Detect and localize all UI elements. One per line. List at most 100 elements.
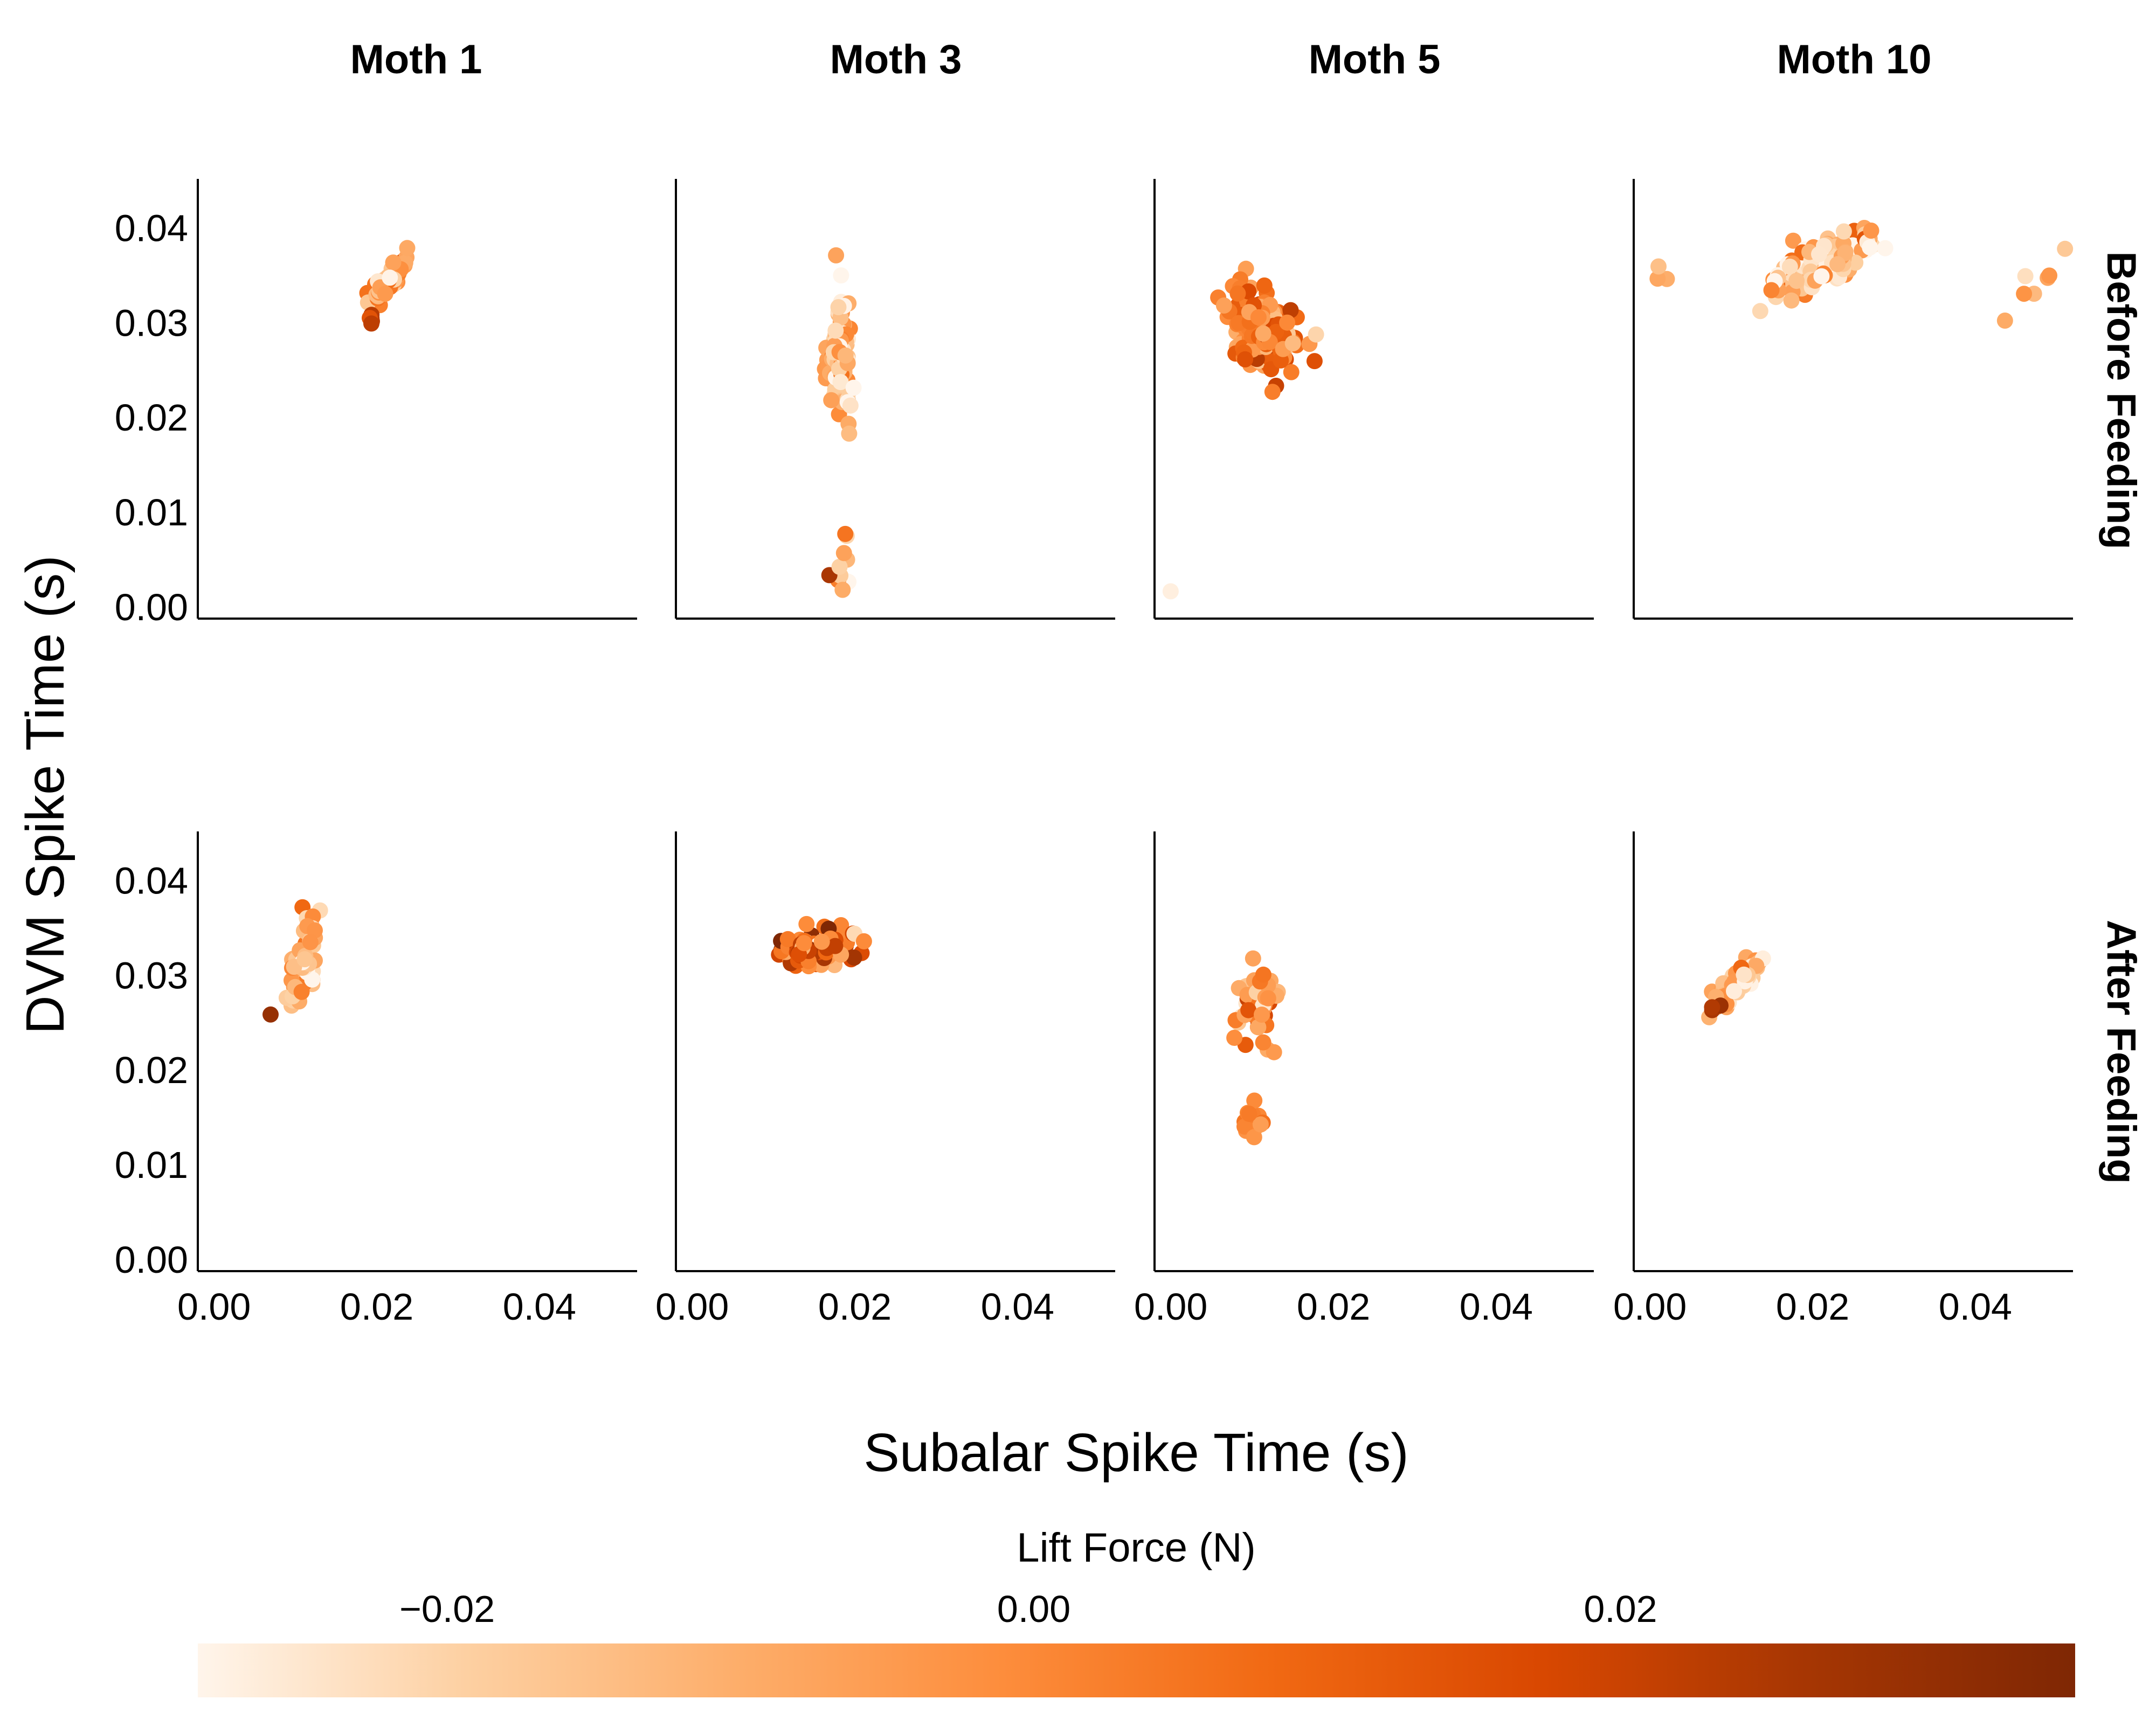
panel-moth-10-after-feeding: 0.00 0.02 0.04 [1613,831,2073,1328]
y-tick-label: 0.04 [115,207,188,249]
data-point [833,917,849,933]
data-point [1245,950,1261,967]
data-point [837,347,854,364]
data-point [1783,292,1800,309]
x-tick-label: 0.02 [1776,1286,1849,1328]
panels-group: 0.00 0.01 0.02 0.03 0.04 0.00 0.01 0.02 0.03 0.04… [115,179,2074,1328]
data-point [1255,966,1272,983]
data-point [1255,325,1272,342]
colorbar-ticks: −0.02 0.00 0.02 [399,1588,1657,1630]
data-point [1837,245,1854,261]
data-point [1226,1030,1243,1046]
data-point [1996,313,2013,329]
data-point [1649,271,1666,287]
data-point [1877,240,1894,256]
row-titles: Before Feeding After Feeding [2098,251,2144,1184]
data-point [1704,999,1720,1016]
data-point [828,247,845,263]
data-point [1813,268,1830,285]
data-point [1240,1002,1257,1018]
y-tick-label: 0.02 [115,397,188,439]
panel-moth-10-before-feeding [1633,179,2074,620]
data-point [1781,259,1798,275]
data-point [1283,364,1300,380]
data-point [1256,277,1273,294]
data-point [1752,303,1768,320]
column-title-moth-3: Moth 3 [830,37,962,82]
data-point [813,933,830,950]
x-tick-label: 0.04 [981,1286,1054,1328]
data-point [1811,246,1827,262]
data-point [1835,223,1852,240]
colorbar-tick-label: 0.02 [1584,1588,1657,1630]
data-point [1788,273,1805,289]
x-tick-label: 0.04 [1939,1286,2012,1328]
data-point [1736,966,1752,983]
y-tick-label: 0.02 [115,1049,188,1091]
data-point [832,374,849,390]
data-point [1252,1116,1269,1133]
data-point [845,379,862,396]
data-point [1246,1092,1263,1109]
data-point [1829,256,1846,273]
x-tick-label: 0.04 [1460,1286,1533,1328]
data-point [842,397,859,414]
row-title-after-feeding: After Feeding [2098,920,2144,1184]
data-point [779,931,796,947]
colorbar-gradient [198,1643,2075,1697]
data-point [382,269,398,286]
data-point [833,267,849,284]
y-tick-label: 0.00 [115,1239,188,1281]
data-point [827,322,844,339]
data-point [1260,990,1276,1007]
data-point [1308,326,1324,343]
data-point [1726,983,1742,1000]
x-tick-label: 0.02 [818,1286,892,1328]
data-point [1254,1007,1270,1023]
data-point [296,951,313,968]
data-point [1863,223,1879,239]
y-tick-label: 0.01 [115,1144,188,1186]
data-point [1279,314,1296,331]
data-point [1650,258,1667,275]
data-point [363,315,379,332]
data-point [798,915,815,932]
data-point [293,983,310,1000]
data-point [827,938,844,954]
data-point [1306,353,1323,370]
column-title-moth-1: Moth 1 [350,37,482,82]
colorbar: Lift Force (N) −0.02 0.00 0.02 [198,1525,2075,1697]
data-point [834,581,851,598]
x-tick-label: 0.02 [1297,1286,1370,1328]
data-point [1250,1019,1267,1036]
row-title-before-feeding: Before Feeding [2098,251,2144,549]
colorbar-title: Lift Force (N) [1017,1525,1255,1571]
column-titles: Moth 1 Moth 3 Moth 5 Moth 10 [350,37,1932,82]
x-axis-title: Subalar Spike Time (s) [863,1423,1408,1483]
x-tick-label: 0.00 [177,1286,251,1328]
y-axis-title: DVM Spike Time (s) [15,555,75,1034]
data-point [1246,1129,1262,1146]
y-tick-label: 0.03 [115,302,188,344]
data-point [377,286,393,302]
data-point [2057,240,2074,257]
panel-moth-3-after-feeding: 0.00 0.02 0.04 [655,831,1115,1328]
data-point [830,299,847,315]
data-point [1264,384,1281,400]
data-point [1241,1106,1257,1122]
colorbar-tick-label: −0.02 [399,1588,495,1630]
x-tick-label: 0.04 [503,1286,576,1328]
data-point [1250,309,1267,325]
data-point [831,558,848,575]
data-point [841,425,858,442]
data-point [837,525,854,542]
data-point [2017,268,2034,285]
column-title-moth-5: Moth 5 [1309,37,1441,82]
x-tick-label: 0.00 [655,1286,729,1328]
data-point [1862,239,1878,256]
column-title-moth-10: Moth 10 [1777,37,1931,82]
data-point [855,933,872,949]
data-point [846,949,862,966]
